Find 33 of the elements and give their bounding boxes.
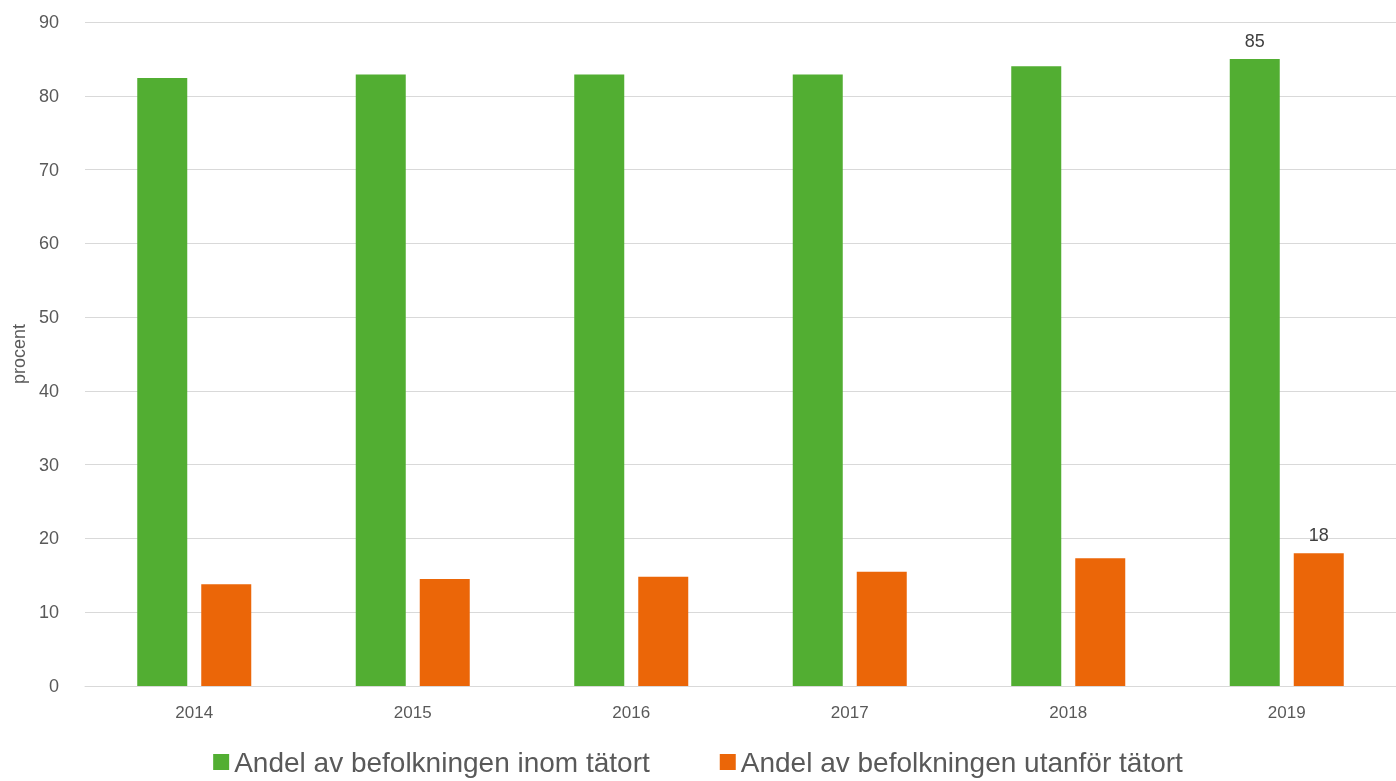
y-tick-label: 90 [38, 12, 59, 32]
x-tick-label: 2015 [393, 703, 432, 722]
bar [1011, 66, 1062, 686]
x-tick-label: 2019 [1267, 703, 1306, 722]
y-tick-label: 60 [38, 233, 59, 254]
y-tick-label: 50 [38, 307, 59, 328]
bar [137, 78, 188, 686]
bar [1075, 558, 1126, 686]
bar [1229, 58, 1280, 686]
y-tick-label: 20 [38, 528, 59, 549]
y-tick-label: 80 [38, 85, 59, 106]
bar [856, 571, 907, 686]
x-tick-label: 2018 [1049, 703, 1088, 722]
bar [574, 74, 625, 686]
legend-label: Andel av befolkningen inom tätort [234, 746, 650, 778]
bar [419, 579, 470, 686]
x-tick-label: 2016 [612, 703, 651, 722]
bar [201, 584, 252, 686]
legend-label: Andel av befolkningen utanför tätort [740, 746, 1184, 778]
x-tick-label: 2014 [175, 703, 214, 722]
y-tick-label: 40 [38, 380, 59, 401]
y-axis-title: procent [9, 323, 30, 385]
bar [355, 74, 406, 686]
data-label: 85 [1244, 30, 1265, 51]
bar [1293, 553, 1344, 686]
y-tick-label: 10 [38, 602, 59, 623]
y-tick-label: 70 [38, 159, 59, 180]
y-tick-label: 30 [38, 454, 59, 475]
bar [792, 74, 843, 686]
data-label: 18 [1308, 525, 1329, 546]
bar [638, 576, 689, 686]
y-tick-label: 0 [48, 676, 59, 696]
x-tick-label: 2017 [830, 703, 869, 722]
